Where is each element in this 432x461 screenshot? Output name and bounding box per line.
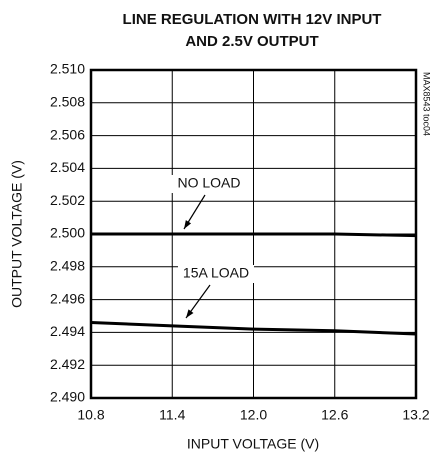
x-tick-label: 10.8 — [77, 407, 104, 423]
arrow-head — [184, 220, 192, 229]
data-line — [90, 321, 417, 336]
y-tick-label: 2.506 — [50, 126, 85, 142]
annotation-bg — [178, 265, 254, 283]
y-tick-label: 2.500 — [50, 225, 85, 241]
side-note: MAX8543 toc04 — [422, 72, 432, 136]
y-tick-label: 2.510 — [50, 61, 85, 77]
x-axis-label: INPUT VOLTAGE (V) — [187, 436, 319, 452]
y-tick-label: 2.504 — [50, 159, 85, 175]
x-tick-label: 11.4 — [159, 407, 185, 423]
chart-title: AND 2.5V OUTPUT — [185, 33, 318, 50]
data-line — [91, 232, 417, 238]
y-tick-label: 2.496 — [50, 290, 85, 306]
y-axis-label: OUTPUT VOLTAGE (V) — [9, 160, 25, 308]
y-tick-label: 2.502 — [50, 192, 85, 208]
y-tick-label: 2.508 — [50, 94, 85, 110]
annotation: 15A LOAD — [183, 265, 249, 281]
x-tick-label: 13.2 — [402, 407, 429, 423]
annotation: NO LOAD — [177, 175, 240, 191]
y-tick-label: 2.492 — [50, 356, 85, 372]
y-tick-label: 2.498 — [50, 258, 85, 274]
x-tick-label: 12.0 — [240, 407, 267, 423]
arrow-head — [186, 309, 194, 318]
y-tick-label: 2.494 — [50, 323, 85, 339]
annotation-bg — [171, 175, 247, 193]
chart-title: LINE REGULATION WITH 12V INPUT — [123, 11, 382, 28]
y-tick-label: 2.490 — [50, 389, 85, 405]
x-tick-label: 12.6 — [321, 407, 348, 423]
